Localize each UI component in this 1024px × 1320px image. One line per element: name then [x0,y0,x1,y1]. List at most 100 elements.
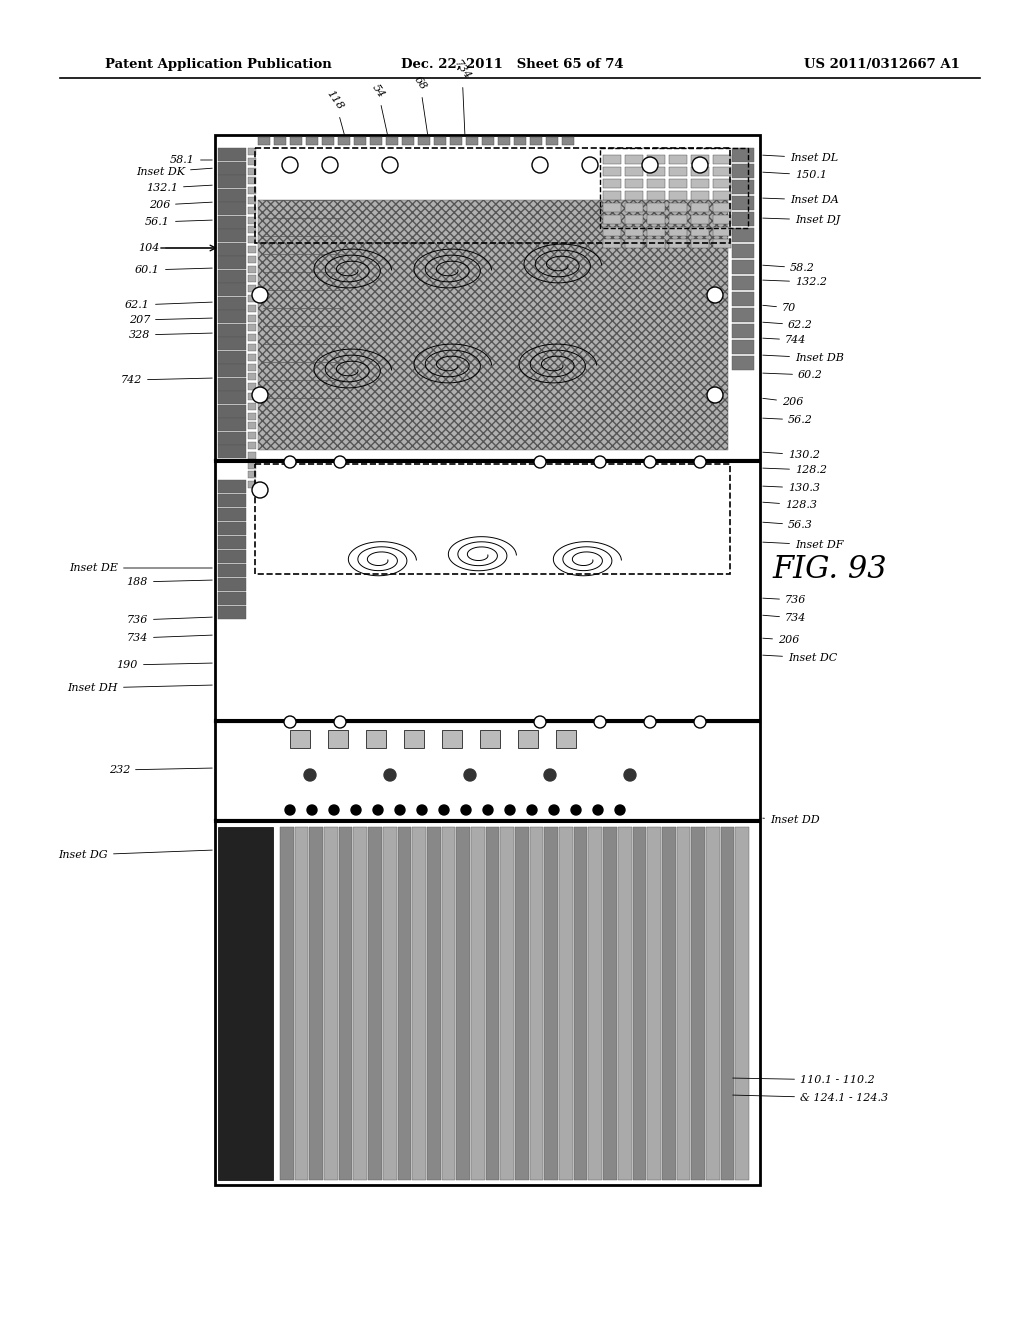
Bar [368,828,382,1180]
Bar [248,276,256,282]
Bar [324,828,338,1180]
Bar [218,297,246,309]
Bar [218,445,246,458]
Bar [732,323,754,338]
Bar [732,228,754,242]
Circle shape [252,482,268,498]
Bar [218,391,246,404]
Text: Inset DL: Inset DL [763,153,838,162]
Bar [713,180,731,187]
Bar [215,719,760,722]
Bar [457,828,470,1180]
Bar [691,227,709,236]
Bar [218,228,246,242]
Text: 206: 206 [763,397,804,407]
Bar [248,363,256,371]
Text: 130.3: 130.3 [763,483,820,492]
Bar [732,195,754,210]
Bar [215,135,760,1185]
Bar [218,494,246,507]
Bar [218,606,246,619]
Bar [721,828,734,1180]
Circle shape [532,157,548,173]
Bar [471,828,484,1180]
Bar [732,276,754,290]
Bar [248,334,256,341]
Bar [253,145,738,459]
Text: 207: 207 [129,315,212,325]
Bar [248,177,256,185]
Circle shape [694,715,706,729]
Bar [450,137,462,145]
Bar [248,236,256,243]
Bar [218,521,246,535]
Text: 742: 742 [121,375,212,385]
Circle shape [549,805,559,814]
Bar [617,828,632,1180]
Circle shape [351,805,361,814]
Text: Inset DC: Inset DC [763,653,838,663]
Bar [466,137,478,145]
Text: 736: 736 [127,615,212,624]
Bar [434,137,446,145]
Bar [603,191,621,201]
Text: Inset DH: Inset DH [68,682,212,693]
Bar [258,201,728,450]
Bar [248,393,256,400]
Bar [218,215,246,228]
Bar [248,432,256,440]
Bar [218,536,246,549]
Circle shape [307,805,317,814]
Bar [625,215,643,224]
Circle shape [707,387,723,403]
Bar [248,187,256,194]
Bar [218,310,246,323]
Text: 130.2: 130.2 [763,450,820,459]
Bar [625,239,643,248]
Bar [248,197,256,205]
Bar [603,203,621,213]
Bar [603,215,621,224]
Bar [248,285,256,292]
Circle shape [624,770,636,781]
Text: 60.1: 60.1 [135,265,212,275]
Text: 232: 232 [109,766,212,775]
Bar [514,137,526,145]
Bar [559,828,572,1180]
Bar [248,482,256,488]
Bar [248,305,256,312]
Text: Inset DD: Inset DD [763,814,819,825]
Text: 70: 70 [763,304,797,313]
Bar [218,256,246,269]
Bar [677,828,690,1180]
Bar [441,828,456,1180]
Bar [248,227,256,234]
Bar [518,730,538,748]
Bar [647,239,665,248]
Text: 62.2: 62.2 [763,319,813,330]
Bar [713,191,731,201]
Bar [280,828,294,1180]
Bar [339,828,352,1180]
Bar [248,216,256,223]
Circle shape [544,770,556,781]
Bar [647,191,665,201]
Circle shape [284,455,296,469]
Bar [218,508,246,521]
Text: 132.2: 132.2 [763,277,827,286]
Bar [274,137,286,145]
Text: 58.1: 58.1 [170,154,212,165]
Bar [397,828,412,1180]
Bar [647,828,660,1180]
Bar [732,244,754,257]
Bar [647,168,665,176]
Bar [218,480,246,492]
Bar [248,413,256,420]
Text: Dec. 22, 2011   Sheet 65 of 74: Dec. 22, 2011 Sheet 65 of 74 [400,58,624,71]
Bar [248,451,256,459]
Bar [530,137,542,145]
Circle shape [642,157,658,173]
Bar [218,578,246,591]
Circle shape [534,455,546,469]
Bar [669,239,687,248]
